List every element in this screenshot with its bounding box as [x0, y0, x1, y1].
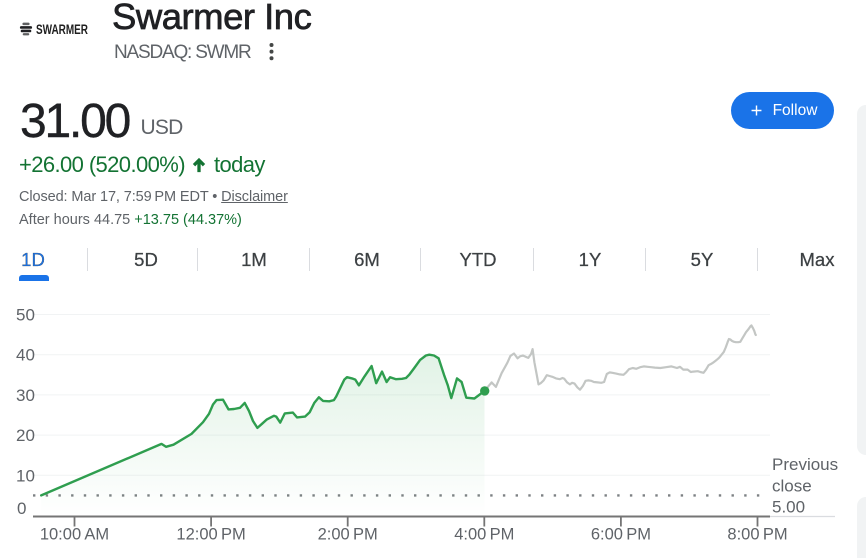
svg-text:8:00 PM: 8:00 PM [727, 526, 787, 544]
svg-text:2:00 PM: 2:00 PM [318, 526, 378, 544]
svg-text:Previous: Previous [772, 455, 838, 474]
svg-text:10: 10 [16, 466, 35, 485]
svg-text:close: close [772, 477, 812, 496]
svg-text:40: 40 [16, 346, 35, 365]
svg-text:4:00 PM: 4:00 PM [454, 526, 514, 544]
svg-text:50: 50 [16, 306, 35, 325]
svg-text:0: 0 [17, 499, 26, 518]
svg-text:6:00 PM: 6:00 PM [591, 526, 651, 544]
svg-text:10:00 AM: 10:00 AM [40, 526, 109, 544]
svg-text:12:00 PM: 12:00 PM [176, 526, 245, 544]
svg-text:30: 30 [16, 386, 35, 405]
svg-text:5.00: 5.00 [772, 498, 805, 517]
svg-text:SWARMER: SWARMER [36, 22, 88, 36]
svg-text:20: 20 [16, 426, 35, 445]
